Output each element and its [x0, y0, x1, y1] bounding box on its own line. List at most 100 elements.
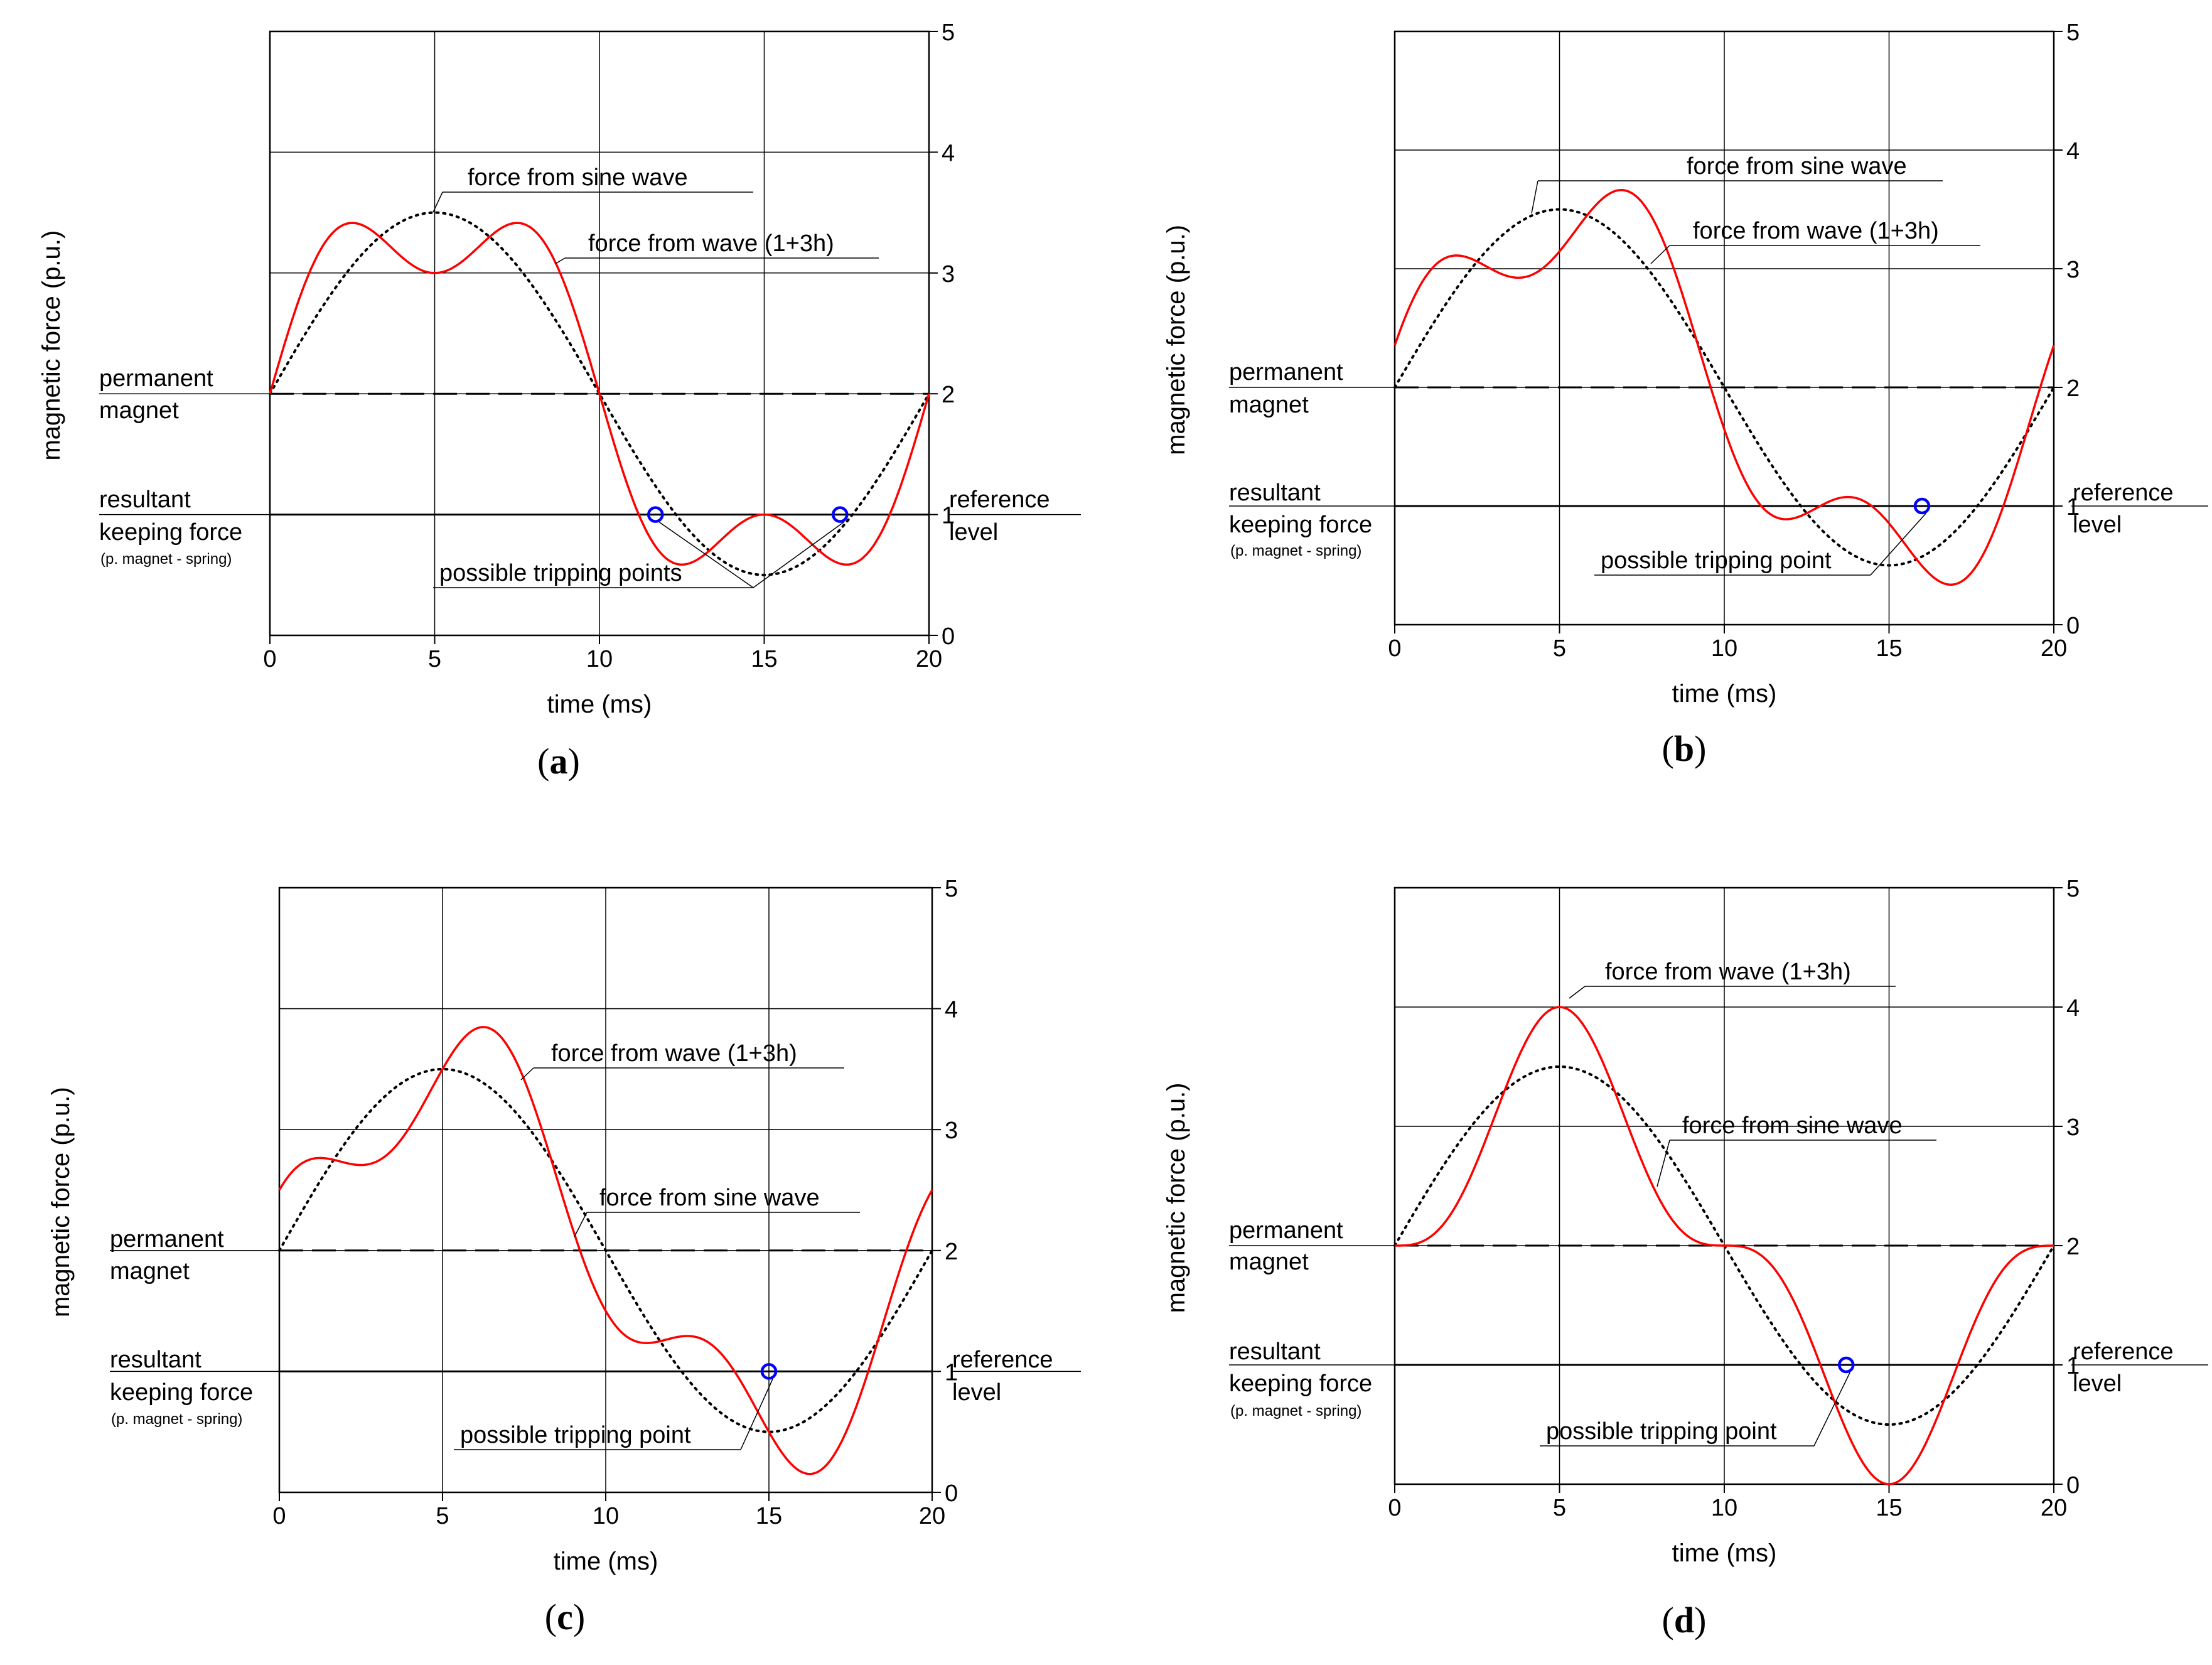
tripping-point-label: possible tripping points	[439, 560, 682, 586]
y-tick-label: 2	[942, 382, 955, 408]
y-tick-label: 5	[942, 19, 955, 46]
x-tick-label: 0	[1388, 635, 1401, 662]
y-tick-label: 2	[2066, 1234, 2080, 1260]
x-tick-label: 20	[919, 1503, 945, 1529]
reference-label-line2: level	[2073, 1371, 2122, 1397]
x-tick-label: 0	[263, 646, 276, 672]
x-tick-label: 15	[1876, 635, 1902, 662]
permanent-label-line1: permanent	[99, 365, 213, 392]
x-tick-label: 5	[428, 646, 441, 672]
sine-wave-label: force from sine wave	[1682, 1113, 1903, 1139]
y-tick-label: 3	[2066, 1114, 2080, 1141]
y-tick-label: 5	[2066, 19, 2080, 46]
y-tick-label: 3	[2066, 257, 2080, 283]
tripping-point-marker	[1838, 1356, 1855, 1374]
resultant-note: (p. magnet - spring)	[111, 1411, 242, 1428]
tripping-leader	[658, 521, 754, 588]
x-tick-label: 5	[436, 1503, 449, 1529]
resultant-note: (p. magnet - spring)	[1230, 1403, 1361, 1420]
sine-wave-curve	[278, 1067, 933, 1433]
y-tick-label: 4	[2066, 138, 2080, 164]
reference-label-line1: reference	[952, 1347, 1053, 1373]
reference-label-line1: reference	[949, 487, 1050, 513]
resultant-note: (p. magnet - spring)	[100, 551, 232, 568]
permanent-label-line2: magnet	[1229, 392, 1309, 418]
y-tick-label: 2	[945, 1239, 958, 1265]
y-tick-label: 2	[2066, 375, 2080, 402]
resultant-label-line2: keeping force	[110, 1379, 253, 1406]
x-tick-label: 10	[1711, 1495, 1737, 1521]
sine-wave-label: force from sine wave	[599, 1185, 820, 1211]
resultant-label-line1: resultant	[1229, 1339, 1321, 1365]
y-tick-label: 3	[945, 1118, 958, 1144]
panel-label: (d)	[1662, 1600, 1707, 1641]
harmonic-wave-label: force from wave (1+3h)	[1605, 959, 1851, 985]
sine-wave-label-leader	[1531, 180, 1538, 214]
y-tick-label: 0	[2066, 1472, 2080, 1499]
resultant-label-line2: keeping force	[1229, 1371, 1372, 1397]
resultant-label-line1: resultant	[1229, 480, 1321, 506]
tripping-point-marker	[1913, 497, 1931, 515]
x-tick-label: 10	[1711, 635, 1737, 662]
reference-label-line2: level	[2073, 512, 2122, 538]
y-tick-label: 4	[2066, 995, 2080, 1021]
harmonic-wave-label-leader	[1650, 245, 1670, 264]
x-axis-label: time (ms)	[1672, 680, 1777, 708]
x-tick-label: 5	[1553, 1495, 1566, 1521]
sine-wave-label-leader	[1656, 1140, 1670, 1187]
tripping-point-label: possible tripping point	[1546, 1418, 1777, 1445]
tripping-point-label: possible tripping point	[1601, 547, 1832, 574]
resultant-label-line1: resultant	[110, 1347, 201, 1373]
sine-wave-label: force from sine wave	[468, 164, 688, 191]
sine-wave-label: force from sine wave	[1687, 153, 1907, 180]
harmonic-wave-curve	[1395, 1006, 2054, 1485]
permanent-label-line2: magnet	[1229, 1249, 1309, 1275]
y-tick-label: 1	[2066, 1353, 2080, 1379]
x-tick-label: 0	[1388, 1495, 1401, 1521]
y-tick-label: 0	[945, 1480, 958, 1507]
y-tick-label: 4	[942, 140, 955, 166]
harmonic-wave-curve	[1393, 189, 2055, 586]
x-tick-label: 15	[756, 1503, 782, 1529]
harmonic-wave-curve	[278, 1026, 933, 1475]
harmonic-wave-label-leader	[555, 257, 566, 264]
sine-wave-label-leader	[432, 191, 443, 213]
reference-label-line1: reference	[2073, 480, 2174, 506]
permanent-label-line1: permanent	[1229, 1217, 1343, 1244]
harmonic-wave-curve	[269, 222, 930, 566]
x-axis-label: time (ms)	[547, 691, 652, 718]
x-axis-label: time (ms)	[1672, 1539, 1777, 1567]
x-tick-label: 20	[2041, 1495, 2067, 1521]
y-tick-label: 5	[2066, 876, 2080, 902]
tripping-point-marker	[760, 1363, 778, 1380]
x-tick-label: 20	[916, 646, 942, 672]
y-axis-label: magnetic force (p.u.)	[47, 1087, 75, 1317]
panel-label: (c)	[545, 1597, 585, 1637]
y-tick-label: 0	[2066, 613, 2080, 639]
tripping-leader	[1813, 1372, 1850, 1447]
tripping-leader	[1870, 513, 1926, 576]
panel-label: (a)	[537, 741, 580, 782]
harmonic-wave-label: force from wave (1+3h)	[588, 230, 834, 257]
x-tick-label: 15	[1876, 1495, 1902, 1521]
x-tick-label: 5	[1553, 635, 1566, 662]
y-tick-label: 1	[945, 1359, 958, 1386]
harmonic-wave-label: force from wave (1+3h)	[551, 1040, 797, 1067]
permanent-label-line2: magnet	[99, 397, 179, 424]
x-tick-label: 10	[586, 646, 613, 672]
tripping-point-marker	[647, 506, 664, 523]
tripping-point-label: possible tripping point	[460, 1422, 691, 1448]
sine-wave-label-leader	[574, 1212, 588, 1237]
tripping-leader	[753, 521, 844, 588]
tripping-leader	[740, 1379, 773, 1450]
y-tick-label: 4	[945, 997, 958, 1023]
resultant-label-line1: resultant	[99, 487, 191, 513]
permanent-label-line2: magnet	[110, 1258, 190, 1285]
permanent-label-line1: permanent	[1229, 359, 1343, 385]
y-tick-label: 0	[942, 623, 955, 650]
y-tick-label: 3	[942, 261, 955, 288]
tripping-point-marker	[832, 506, 849, 523]
x-tick-label: 20	[2041, 635, 2067, 662]
